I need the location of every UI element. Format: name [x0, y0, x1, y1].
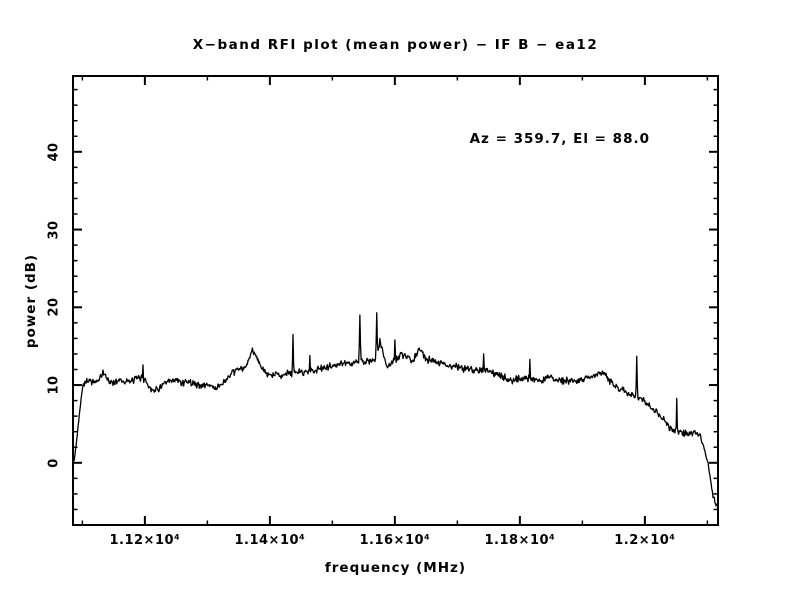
y-tick-label: 20 — [46, 297, 62, 317]
x-tick-label: 1.14×10⁴ — [234, 533, 306, 548]
x-axis-label: frequency (MHz) — [324, 560, 467, 576]
x-tick-label: 1.18×10⁴ — [484, 533, 556, 548]
y-tick-label: 40 — [46, 142, 62, 162]
spectrum-trace — [73, 312, 718, 507]
plot-frame — [72, 75, 719, 526]
y-axis-label: power (dB) — [23, 253, 39, 349]
y-tick-label: 30 — [46, 220, 62, 240]
x-tick-label: 1.2×10⁴ — [614, 533, 676, 548]
y-tick-label: 0 — [46, 458, 62, 468]
az-el-annotation: Az = 359.7, El = 88.0 — [469, 131, 650, 147]
plot-title: X−band RFI plot (mean power) − IF B − ea… — [192, 37, 599, 53]
x-tick-label: 1.12×10⁴ — [109, 533, 181, 548]
y-tick-label: 10 — [46, 375, 62, 395]
x-tick-label: 1.16×10⁴ — [359, 533, 431, 548]
